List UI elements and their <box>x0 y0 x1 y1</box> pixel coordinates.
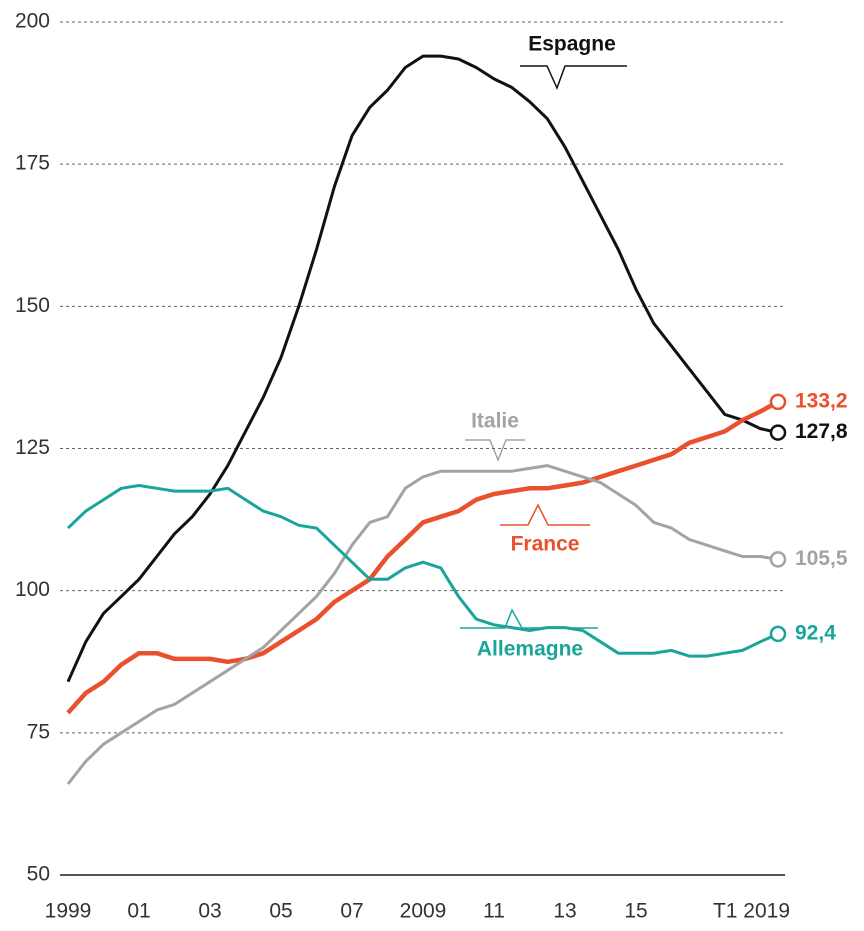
y-tick-label: 75 <box>27 720 50 743</box>
series-line <box>66 399 780 715</box>
end-value-label: 105,5 <box>795 547 848 570</box>
end-marker <box>769 424 787 441</box>
x-tick-label: 13 <box>553 900 576 923</box>
y-tick-label: 175 <box>15 152 50 175</box>
y-tick-label: 50 <box>27 863 50 886</box>
x-tick-label: 03 <box>198 900 221 923</box>
series-line <box>66 464 779 785</box>
end-marker <box>769 625 787 643</box>
leader-france <box>500 503 590 526</box>
x-tick-label: 2009 <box>400 900 447 923</box>
x-tick-label: T1 2019 <box>713 900 790 923</box>
x-tick-label: 11 <box>483 900 505 923</box>
end-marker <box>769 551 787 568</box>
leader-italie <box>465 439 525 463</box>
y-tick-label: 100 <box>15 578 50 601</box>
end-marker <box>769 393 787 411</box>
series-name-label: Italie <box>471 410 519 433</box>
series-name-label: Espagne <box>528 33 616 56</box>
series-name-label: Allemagne <box>477 638 583 661</box>
x-tick-label: 15 <box>624 900 647 923</box>
end-value-label: 127,8 <box>795 420 848 443</box>
series-line <box>66 54 779 683</box>
x-tick-label: 01 <box>127 900 150 923</box>
y-tick-label: 125 <box>15 436 50 459</box>
series-name-label: France <box>511 533 580 556</box>
end-value-label: 133,2 <box>795 389 848 412</box>
x-tick-label: 07 <box>340 900 363 923</box>
y-tick-label: 150 <box>15 294 50 317</box>
leader-espagne <box>520 65 627 90</box>
x-tick-label: 05 <box>269 900 292 923</box>
end-value-label: 92,4 <box>795 621 836 644</box>
y-tick-label: 200 <box>15 10 50 33</box>
x-tick-label: 1999 <box>45 900 92 923</box>
series-line <box>66 484 779 658</box>
